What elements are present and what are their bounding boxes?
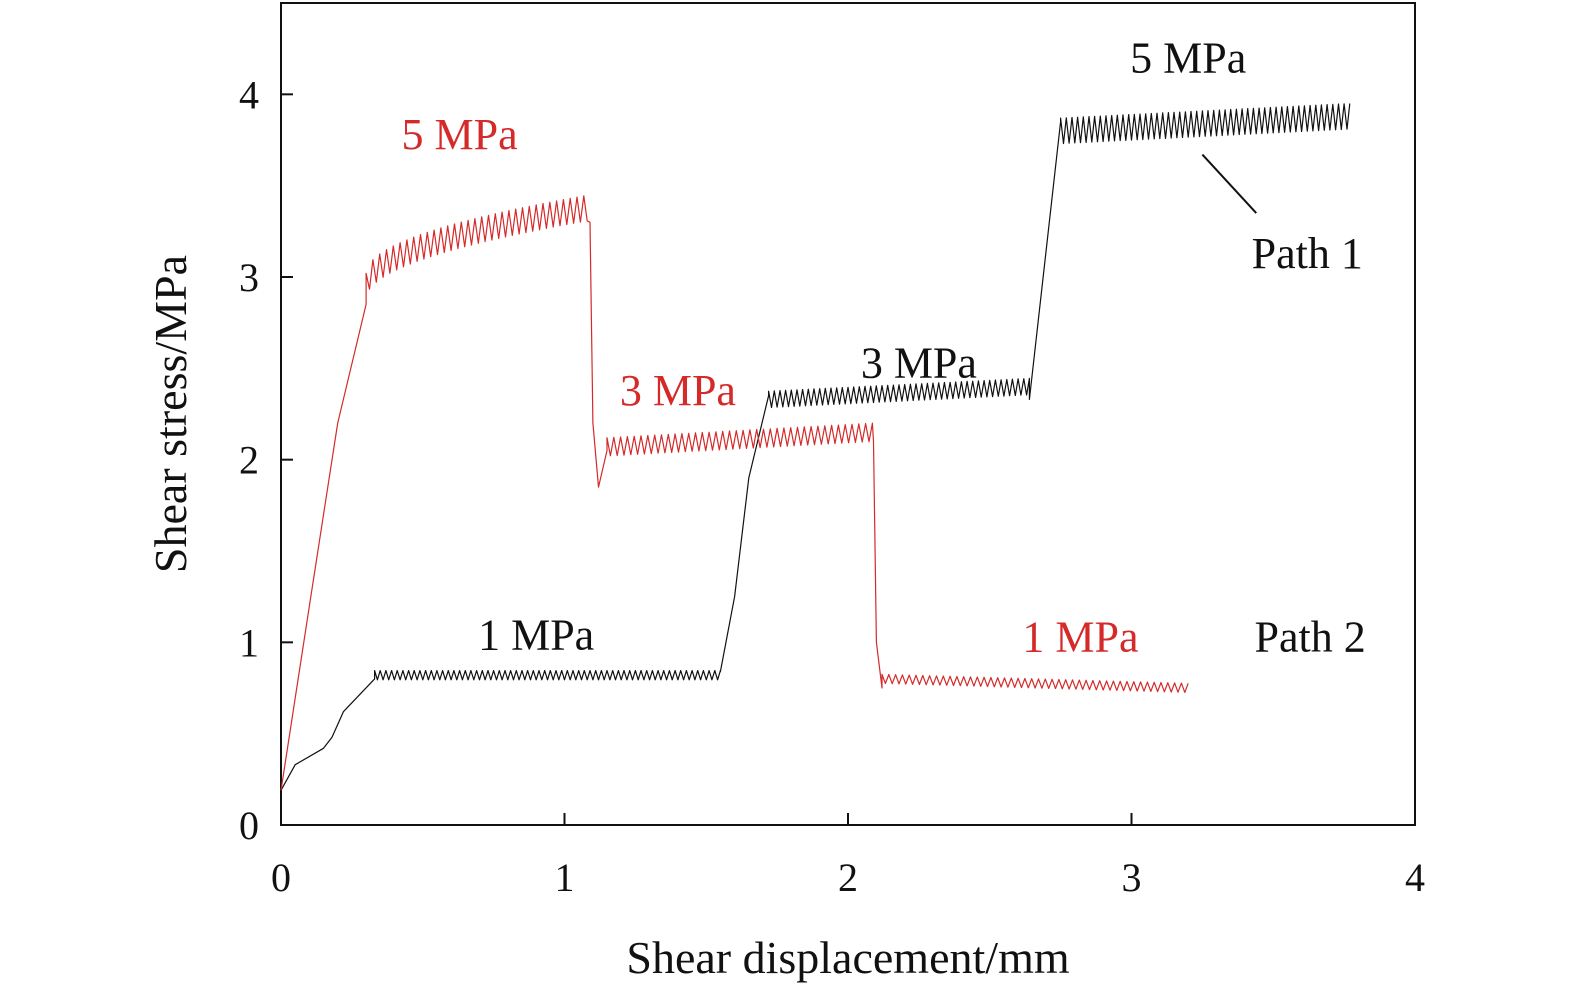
x-tick-label: 4: [1405, 855, 1425, 900]
annotation-label: 3 MPa: [861, 338, 977, 387]
series-layer: [280, 103, 1351, 791]
path1-leader-line: [1201, 153, 1257, 214]
y-tick-label: 3: [239, 255, 259, 300]
x-tick-label: 0: [271, 855, 291, 900]
axis-ticks: 0 1 2 3 4 0 1 2 3 4: [239, 72, 1425, 900]
annotation-label: 5 MPa: [402, 110, 518, 159]
annotation-layer: 5 MPa 3 MPa 1 MPa 1 MPa 3 MPa 5 MPa Path 1 Path…: [402, 33, 1366, 661]
x-axis-label: Shear displacement/mm: [626, 932, 1069, 983]
x-tick-label: 3: [1122, 855, 1142, 900]
annotation-label: 1 MPa: [478, 611, 594, 660]
y-tick-label: 2: [239, 438, 259, 483]
annotation-label: Path 1: [1252, 229, 1363, 278]
x-tick-label: 1: [555, 855, 575, 900]
annotation-label: 5 MPa: [1130, 33, 1246, 82]
y-axis-label: Shear stress/MPa: [145, 255, 196, 573]
y-tick-label: 1: [239, 620, 259, 665]
annotation-label: 1 MPa: [1022, 612, 1138, 661]
x-tick-label: 2: [838, 855, 858, 900]
y-tick-label: 0: [239, 803, 259, 848]
series-line-path-2: [280, 195, 1189, 791]
annotation-label: 3 MPa: [620, 366, 736, 415]
y-tick-label: 4: [239, 72, 259, 117]
series-line-path-1: [280, 103, 1351, 791]
annotation-label: Path 2: [1254, 612, 1365, 661]
